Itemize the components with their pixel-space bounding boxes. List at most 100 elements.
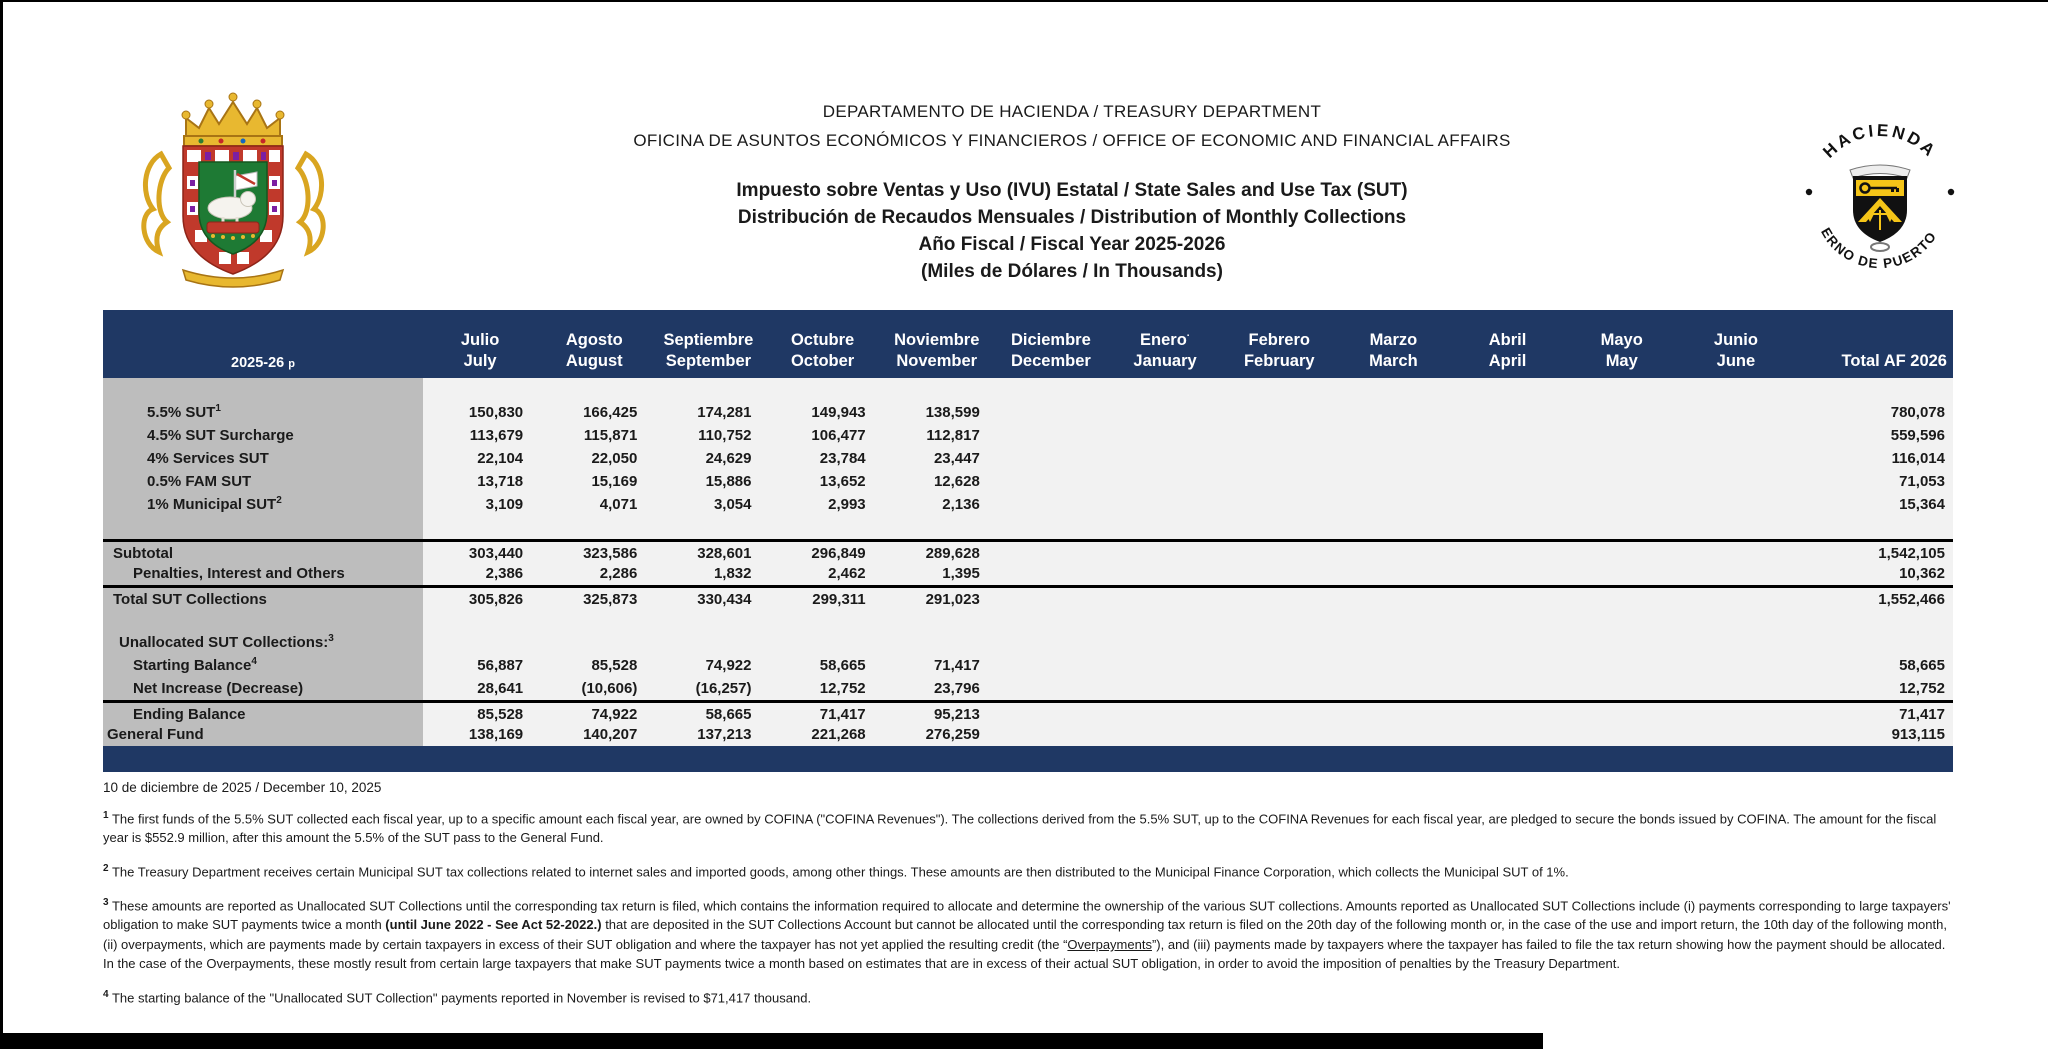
- cell-value: 56,887: [423, 654, 538, 677]
- cell-value: 23,447: [879, 447, 994, 470]
- cell-value: [993, 470, 1108, 493]
- cell-value: [1222, 562, 1337, 585]
- month-header-september: Septiembre September: [651, 330, 765, 372]
- row-label: 4% Services SUT: [103, 447, 423, 470]
- cell-value: [1336, 424, 1451, 447]
- row-footnote-mark: 2: [276, 495, 282, 506]
- cell-value: [1107, 542, 1223, 565]
- row-label: Unallocated SUT Collections:3: [103, 631, 423, 654]
- footnote-text: These amounts are reported as Unallocate…: [103, 897, 1951, 933]
- footnote-number: 3: [103, 896, 109, 908]
- table-row: 5.5% SUT1 150,830 166,425 174,281 149,943 138…: [103, 401, 1953, 424]
- cell-value: [1336, 631, 1451, 654]
- month-en: November: [896, 352, 978, 370]
- cell-value: [537, 516, 652, 539]
- cell-total: [1792, 516, 1953, 539]
- cell-total: 71,417: [1792, 703, 1953, 726]
- row-label: 5.5% SUT1: [103, 401, 423, 424]
- bottom-black-bar: [3, 1033, 1543, 1049]
- table-row: 4% Services SUT 22,104 22,050 24,629 23,784 2…: [103, 447, 1953, 470]
- row-label: Net Increase (Decrease): [103, 677, 423, 700]
- month-en: April: [1488, 352, 1527, 370]
- cell-value: [993, 401, 1108, 424]
- cell-value: [1222, 723, 1337, 746]
- table-row: Net Increase (Decrease) 28,641 (10,606) (16…: [103, 677, 1953, 700]
- cell-value: 137,213: [651, 723, 766, 746]
- month-en: October: [790, 352, 855, 370]
- cell-value: [1107, 470, 1223, 493]
- cell-value: [1564, 588, 1679, 611]
- cell-value: [879, 516, 994, 539]
- footnote-number: 4: [103, 988, 109, 1000]
- table-row: Penalties, Interest and Others 2,386 2,286…: [103, 562, 1953, 585]
- cell-value: [765, 378, 880, 401]
- cell-value: 110,752: [651, 424, 766, 447]
- cell-value: [1336, 562, 1451, 585]
- row-label: General Fund: [103, 723, 423, 746]
- title-tax: Impuesto sobre Ventas y Uso (IVU) Estata…: [736, 180, 1408, 201]
- cell-value: [1564, 608, 1679, 631]
- cell-value: [1222, 631, 1337, 654]
- cell-value: 2,462: [765, 562, 880, 585]
- month-es: Agosto: [565, 331, 623, 349]
- month-es: Septiembre: [663, 331, 754, 349]
- cell-value: 174,281: [651, 401, 766, 424]
- cell-value: 71,417: [765, 703, 880, 726]
- cell-value: [1564, 703, 1679, 726]
- cell-value: 150,830: [423, 401, 538, 424]
- cell-value: (10,606): [537, 677, 652, 700]
- spacer-row: [103, 516, 1953, 539]
- cell-value: [1222, 608, 1337, 631]
- cell-value: 13,652: [765, 470, 880, 493]
- footnote-text: Overpayments: [1067, 936, 1152, 952]
- cell-value: [1107, 608, 1223, 631]
- cell-value: 74,922: [651, 654, 766, 677]
- cell-value: [993, 447, 1108, 470]
- footnote-2: 2 The Treasury Department receives certa…: [103, 859, 1958, 882]
- row-footnote-mark: 3: [328, 633, 334, 644]
- cell-value: [993, 677, 1108, 700]
- cell-value: [993, 516, 1108, 539]
- cell-value: 3,109: [423, 493, 538, 516]
- cell-value: [993, 542, 1108, 565]
- cell-value: 15,886: [651, 470, 766, 493]
- footnotes: 1 The first funds of the 5.5% SUT collec…: [103, 806, 1958, 1008]
- month-en: March: [1369, 352, 1418, 370]
- month-es: Junio: [1713, 331, 1758, 349]
- department-line: DEPARTAMENTO DE HACIENDA / TREASURY DEPA…: [822, 102, 1322, 121]
- table-row: Unallocated SUT Collections:3: [103, 631, 1953, 654]
- cell-value: 85,528: [537, 654, 652, 677]
- cell-value: [1564, 723, 1679, 746]
- spacer-row: [103, 608, 1953, 631]
- cell-value: [1678, 562, 1793, 585]
- cell-value: [1336, 378, 1451, 401]
- report-date: 10 de diciembre de 2025 / December 10, 2…: [103, 780, 382, 795]
- cell-value: [993, 631, 1108, 654]
- cell-value: [1107, 677, 1223, 700]
- month-header-february: Febrero February: [1222, 330, 1336, 372]
- cell-value: 221,268: [765, 723, 880, 746]
- cell-value: [1222, 703, 1337, 726]
- row-label: Starting Balance4: [103, 654, 423, 677]
- cell-value: [1564, 542, 1679, 565]
- cell-total: 1,552,466: [1792, 588, 1953, 611]
- cell-value: 71,417: [879, 654, 994, 677]
- cell-value: 291,023: [879, 588, 994, 611]
- month-en: January: [1133, 352, 1197, 370]
- cell-value: [1450, 677, 1565, 700]
- row-footnote-mark: 1: [215, 403, 221, 414]
- cell-value: 85,528: [423, 703, 538, 726]
- cell-value: 1,832: [651, 562, 766, 585]
- cell-value: 12,628: [879, 470, 994, 493]
- cell-value: [879, 631, 994, 654]
- cell-total: 71,053: [1792, 470, 1953, 493]
- cell-total: 1,542,105: [1792, 542, 1953, 565]
- table-row: Total SUT Collections 305,826 325,873 330,4…: [103, 585, 1953, 611]
- cell-value: [1450, 654, 1565, 677]
- footnote-text: (until June 2022 - See Act 52-2022.): [385, 917, 602, 933]
- cell-value: [423, 378, 538, 401]
- cell-value: (16,257): [651, 677, 766, 700]
- cell-value: [765, 631, 880, 654]
- cell-value: 1,395: [879, 562, 994, 585]
- svg-text:HACIENDA: HACIENDA: [1819, 121, 1940, 162]
